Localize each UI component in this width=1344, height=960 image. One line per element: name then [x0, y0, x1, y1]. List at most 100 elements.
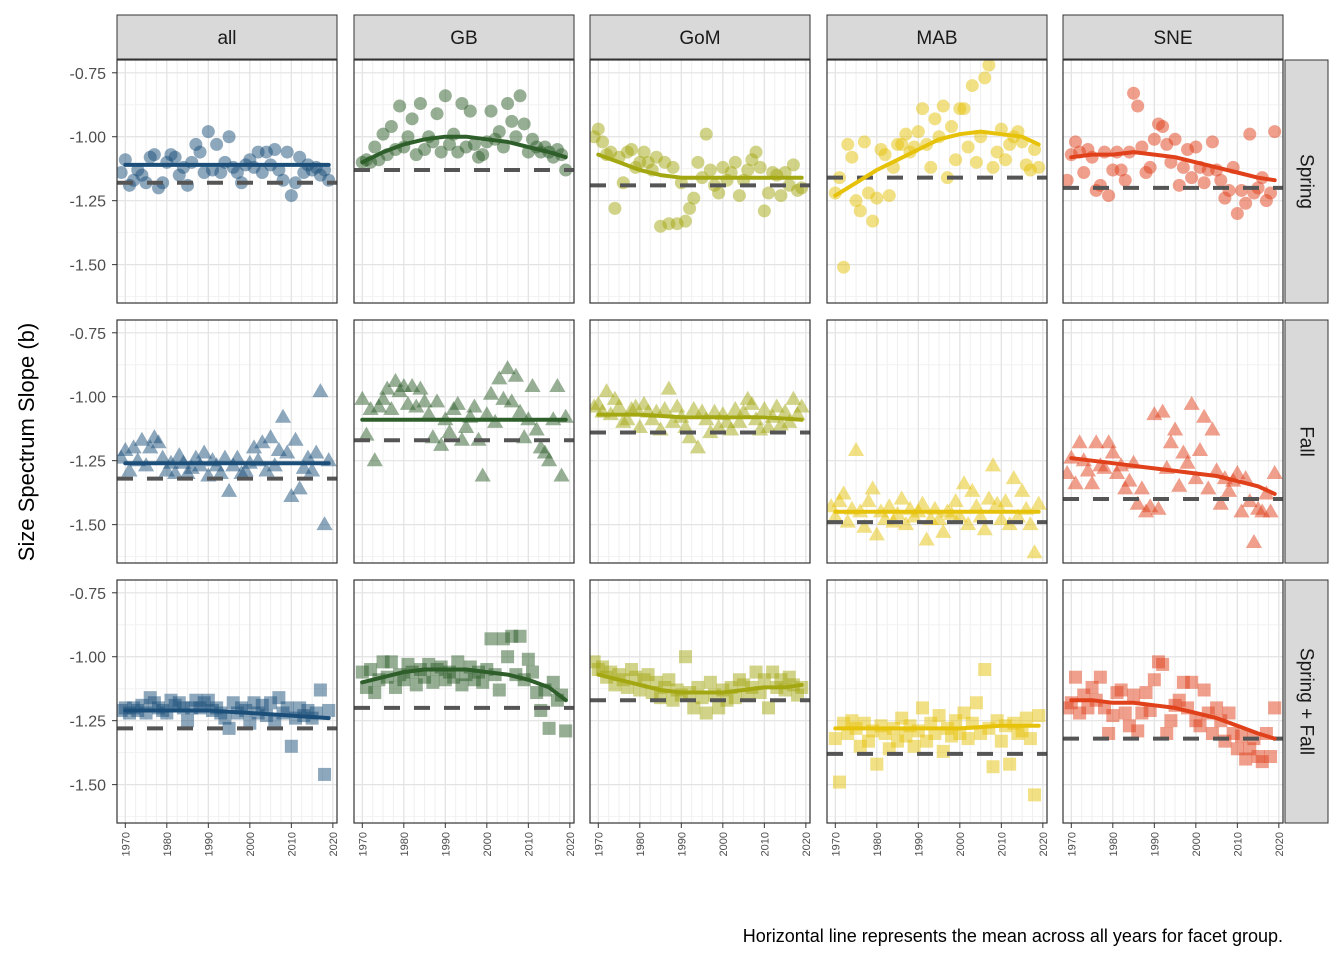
x-tick-label: 1980	[872, 832, 884, 856]
data-point	[1187, 470, 1204, 485]
data-point	[509, 130, 523, 144]
data-point	[662, 673, 676, 687]
data-point	[656, 401, 673, 416]
trend-line	[596, 412, 804, 422]
panel-marks	[827, 60, 1047, 274]
data-point	[1032, 709, 1046, 723]
data-point	[1239, 752, 1253, 766]
data-point	[412, 380, 429, 395]
data-point	[915, 701, 929, 715]
data-point	[839, 513, 856, 528]
data-point	[254, 434, 271, 449]
strip-label-spring: Spring	[1296, 154, 1317, 209]
x-tick-label: 2020	[565, 832, 577, 856]
data-point	[312, 383, 329, 398]
panel-spring-fall-gom	[589, 579, 811, 824]
data-point	[549, 378, 566, 393]
data-point	[828, 186, 842, 200]
panel-border	[589, 579, 811, 824]
data-point	[133, 431, 150, 446]
data-point	[951, 508, 968, 523]
data-point	[484, 632, 498, 646]
data-point	[610, 398, 628, 413]
panel-marks	[354, 629, 574, 738]
data-point	[994, 734, 1008, 748]
data-point	[1028, 143, 1042, 157]
data-point	[897, 516, 914, 531]
data-point	[1162, 434, 1179, 449]
panel-border	[826, 319, 1048, 564]
data-point	[212, 464, 229, 479]
data-point	[521, 652, 535, 666]
x-tick-label: 1970	[120, 832, 132, 856]
data-point	[1071, 434, 1088, 449]
data-point	[619, 411, 636, 426]
data-point	[237, 462, 254, 477]
data-point	[984, 457, 1002, 472]
strip-MAB	[826, 14, 1048, 60]
data-point	[849, 194, 863, 208]
data-point	[710, 418, 727, 433]
data-point	[1127, 86, 1141, 100]
x-tick-label: 2010	[759, 832, 771, 856]
strip-label-SNE: SNE	[1153, 28, 1192, 49]
data-point	[1083, 475, 1101, 490]
data-point	[262, 429, 279, 444]
data-point	[1022, 516, 1039, 531]
data-point	[868, 526, 885, 541]
data-point	[998, 153, 1012, 167]
strip-label-fall: Fall	[1296, 426, 1317, 457]
data-point	[856, 518, 873, 533]
data-point	[1243, 127, 1257, 141]
panel-marks	[354, 360, 574, 482]
panel-border	[116, 579, 338, 824]
panel-marks	[827, 441, 1047, 559]
data-point	[664, 413, 682, 428]
data-point	[757, 204, 771, 218]
x-tick-label: 1970	[357, 832, 369, 856]
panel-marks	[590, 650, 810, 720]
data-point	[637, 145, 651, 159]
panel-border	[116, 59, 338, 304]
x-tick-label: 2010	[523, 832, 535, 856]
data-point	[283, 487, 300, 503]
y-tick-label: -0.75	[70, 586, 107, 603]
data-point	[978, 71, 992, 85]
data-point	[150, 434, 167, 449]
data-point	[492, 683, 506, 697]
data-point	[1156, 657, 1170, 671]
data-point	[1258, 485, 1275, 500]
data-point	[743, 395, 760, 410]
data-point	[1147, 673, 1161, 687]
panel-fall-sne	[1062, 319, 1284, 564]
data-point	[1154, 403, 1171, 418]
trend-line	[1069, 698, 1277, 741]
panel-spring-mab	[826, 59, 1048, 304]
data-point	[541, 452, 558, 467]
data-point	[1179, 454, 1196, 469]
data-point	[915, 102, 929, 116]
data-point	[1117, 480, 1134, 495]
panel-border	[1062, 319, 1284, 564]
data-point	[501, 96, 515, 110]
data-point	[986, 160, 1000, 174]
data-point	[1019, 711, 1033, 725]
strip-SNE	[1062, 14, 1284, 60]
data-point	[760, 418, 777, 433]
data-point	[625, 143, 639, 157]
data-point	[288, 176, 302, 190]
data-point	[268, 143, 282, 157]
panel-fall-mab	[826, 319, 1048, 564]
data-point	[986, 760, 1000, 774]
data-point	[503, 393, 520, 408]
data-point	[969, 696, 983, 710]
panel-spring-sne	[1062, 59, 1284, 304]
data-point	[428, 393, 446, 408]
data-point	[308, 444, 325, 459]
data-point	[1176, 160, 1190, 174]
panel-border	[353, 59, 575, 304]
panel-border	[826, 579, 1048, 824]
data-point	[1245, 534, 1263, 549]
data-point	[924, 160, 938, 174]
data-point	[413, 96, 427, 110]
